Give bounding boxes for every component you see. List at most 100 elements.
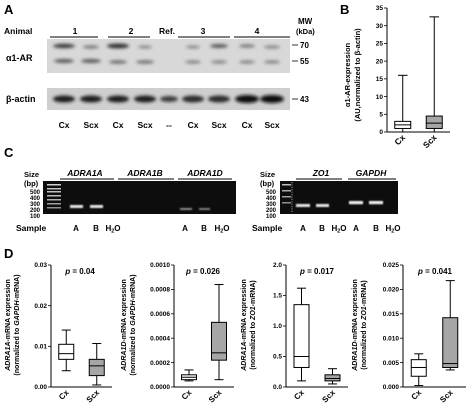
d2-ylabel-2: (normalized to GAPDH-mRNA)	[130, 274, 137, 375]
panel-a: A Animal 1 2 Ref. 3 4 MW (kDa)	[4, 2, 315, 130]
d1-xtick-label: Scx	[85, 388, 102, 405]
gel2-tick-500: 500	[266, 190, 277, 196]
panel-c: C Size (bp) ADRA1A ADRA1B ADRA1D	[4, 145, 401, 235]
gel2-size-label: Size	[260, 170, 275, 179]
d4-xtick-label: Scx	[438, 388, 455, 405]
boxplot-d2: 0.0000 0.0002 0.0004 0.0006 0.0008 0.0010 Cx Sc…	[150, 262, 234, 404]
mw-label: MW	[298, 17, 313, 26]
d3-ytick-label: 0.0	[273, 384, 282, 391]
b-ytick-label: 20	[376, 58, 384, 65]
boxplot-d3: 0.0 0.5 1.0 1.5 2.0 Cx Scx	[273, 262, 348, 404]
b-ytick-label: 35	[376, 5, 384, 12]
d4-ytick-label: 0.015	[383, 311, 400, 318]
gel1-lane-b: B	[93, 224, 99, 233]
gel1-ladder-ticks: 500 400 300 200 100	[30, 190, 41, 220]
animal-label: Animal	[4, 26, 32, 36]
gel1-gene-adra1a: ADRA1A	[66, 168, 102, 178]
gel2-gene-zo1: ZO1	[312, 168, 330, 178]
mw-43: 43	[300, 95, 309, 104]
d4-xtick-label: Cx	[410, 388, 424, 402]
gel1-bands	[70, 205, 210, 210]
b-ytick-label: 15	[376, 76, 384, 83]
d4-ytick-label: 0.020	[383, 287, 400, 294]
gel1-tick-200: 200	[30, 208, 41, 214]
gel2-lane-b2: B	[373, 224, 379, 233]
group-2-label: 2	[129, 26, 134, 36]
mw-unit: (kDa)	[296, 27, 315, 36]
b-box-scx	[425, 115, 443, 129]
d3-ytick-label: 1.5	[273, 293, 282, 300]
d3-xtick-label: Cx	[292, 388, 306, 402]
b-ytick-label: 30	[376, 23, 384, 30]
lane-label-3: Cx	[113, 120, 124, 130]
gel2-tick-200: 200	[266, 208, 277, 214]
panel-b: B α1-AR-expression (AU,normalized to β-a…	[340, 2, 450, 150]
gel2-tick-100: 100	[266, 214, 277, 220]
d1-box-cx	[58, 343, 75, 360]
panel-b-ylabel-1: α1-AR-expression	[343, 42, 352, 107]
d1-box-scx	[88, 358, 105, 377]
row-beta-actin-label: β-actin	[6, 94, 36, 104]
d3-ytick-label: 2.0	[273, 262, 282, 269]
lane-label-2: Scx	[83, 120, 98, 130]
panel-b-ylabel-2: (AU,normalized to β-actin)	[353, 28, 362, 122]
lane-label-8: Cx	[242, 120, 253, 130]
d1-ytick-label: 0.03	[34, 262, 47, 269]
gel1-tick-500: 500	[30, 190, 41, 196]
group-4-label: 4	[255, 26, 260, 36]
gel1-tick-400: 400	[30, 196, 41, 202]
panel-d-plot-3: ADRA1A-mRNA expression (normalized to ZO…	[241, 262, 348, 404]
d4-box-scx	[442, 317, 459, 368]
gel1-lane-a: A	[73, 224, 79, 233]
gel2-bp-label: (bp)	[260, 179, 275, 188]
lane-label-6: Cx	[188, 120, 199, 130]
mw-70: 70	[300, 41, 309, 50]
lane-label-9: Scx	[264, 120, 279, 130]
panel-b-letter: B	[340, 2, 349, 17]
d4-ytick-label: 0.025	[383, 262, 400, 269]
d2-ytick-label: 0.0004	[150, 335, 170, 342]
boxplot-d1: 0.00 0.01 0.02 0.03 Cx Scx	[34, 262, 112, 404]
lane-label-5: --	[166, 120, 172, 130]
d3-ylabel-2: (normalized to ZO1-mRNA)	[250, 280, 257, 369]
gel2-lane-b: B	[319, 224, 325, 233]
gel2-tick-400: 400	[266, 196, 277, 202]
gel2-tick-300: 300	[266, 202, 277, 208]
gel1-tick-100: 100	[30, 214, 41, 220]
d4-p-value: p = 0.041	[417, 267, 453, 276]
b-ytick-label: 0	[379, 129, 383, 136]
mw-55: 55	[300, 57, 309, 66]
d3-box-scx	[324, 374, 341, 382]
boxplot-d4: 0.000 0.005 0.010 0.015 0.020 0.025 Cx Scx	[383, 262, 466, 404]
gel1-lane-h2o-2: H2O	[214, 224, 229, 235]
d1-p-value: p = 0.04	[64, 267, 95, 276]
b-ytick-label: 5	[379, 111, 383, 118]
group-1-label: 1	[73, 26, 78, 36]
d2-ytick-label: 0.0000	[150, 384, 170, 391]
d3-ytick-label: 1.0	[273, 323, 282, 330]
d4-ytick-label: 0.005	[383, 360, 400, 367]
d2-ylabel-1: ADRA1D-mRNA expression	[121, 279, 128, 372]
lane-label-1: Cx	[59, 120, 70, 130]
d1-ylabel-2: (normalized to GAPDH-mRNA)	[14, 274, 21, 375]
gel1-lane-b2: B	[201, 224, 207, 233]
d2-p-value: p = 0.026	[185, 267, 221, 276]
gel2-lane-a: A	[300, 224, 306, 233]
d3-ytick-label: 0.5	[273, 354, 282, 361]
gel1-size-label: Size	[24, 170, 39, 179]
d2-xtick-label: Scx	[207, 388, 224, 405]
b-ytick-label: 25	[376, 41, 384, 48]
b-xtick-label: Scx	[421, 132, 439, 150]
gel2-image	[280, 181, 398, 214]
b-ytick-label: 10	[376, 94, 384, 101]
gel1-gene-adra1d: ADRA1D	[186, 168, 222, 178]
boxplot-b: 0 5 10 15 20 25 30 35 Cx Scx	[376, 5, 450, 150]
gel1-tick-300: 300	[30, 202, 41, 208]
gel2-gene-gapdh: GAPDH	[356, 168, 388, 178]
blot-beta-actin-bands	[53, 95, 284, 103]
d2-ytick-label: 0.0006	[150, 311, 170, 318]
d1-ytick-label: 0.02	[34, 303, 47, 310]
gel2-lane-h2o-2: H2O	[385, 224, 400, 235]
d2-xtick-label: Cx	[180, 388, 194, 402]
